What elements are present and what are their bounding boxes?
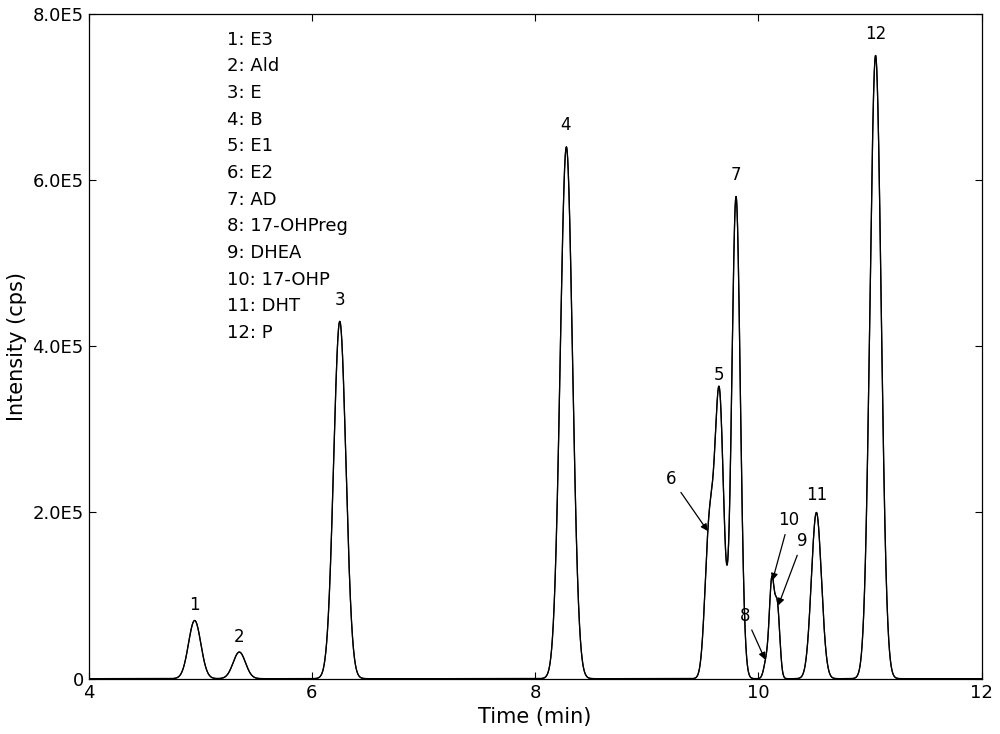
Text: 3: 3	[334, 291, 345, 309]
Y-axis label: Intensity (cps): Intensity (cps)	[7, 272, 27, 421]
Text: 1: E3
2: Ald
3: E
4: B
5: E1
6: E2
7: AD
8: 17-OHPreg
9: DHEA
10: 17-OHP
11: DHT: 1: E3 2: Ald 3: E 4: B 5: E1 6: E2 7: AD…	[227, 31, 348, 342]
Text: 7: 7	[731, 167, 741, 184]
Text: 4: 4	[560, 117, 571, 134]
Text: 11: 11	[806, 486, 827, 504]
Text: 1: 1	[189, 596, 200, 614]
Text: 10: 10	[772, 511, 800, 579]
Text: 2: 2	[234, 628, 245, 646]
Text: 9: 9	[778, 532, 808, 604]
Text: 6: 6	[666, 470, 707, 530]
X-axis label: Time (min): Time (min)	[478, 707, 592, 727]
Text: 5: 5	[714, 366, 725, 384]
Text: 12: 12	[865, 25, 886, 43]
Text: 8: 8	[740, 606, 765, 658]
